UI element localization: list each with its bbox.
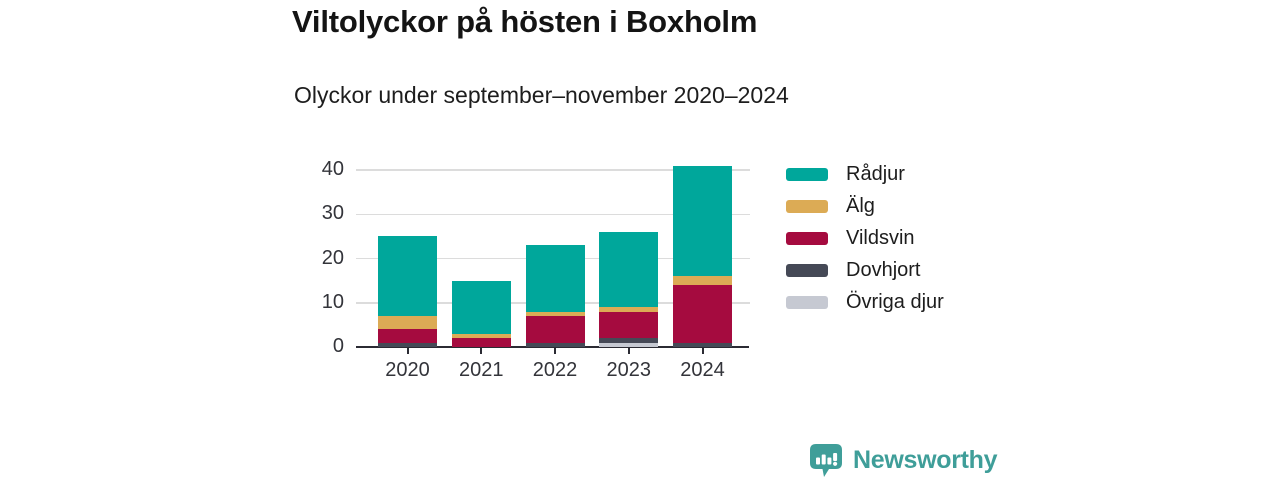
bar-segment-2021	[451, 280, 511, 334]
legend-swatch	[786, 295, 828, 309]
x-axis-tick	[406, 348, 409, 355]
x-axis-tick	[701, 348, 704, 355]
y-axis-label: 30	[321, 202, 344, 225]
y-axis-label: 20	[321, 246, 344, 269]
bar-segment-2023	[599, 231, 659, 308]
legend-item: Älg	[786, 190, 944, 222]
newsworthy-logo-icon	[808, 442, 844, 479]
x-axis-tick	[554, 348, 556, 355]
legend-swatch	[786, 167, 828, 181]
bar-segment-2023	[599, 307, 659, 312]
legend-swatch	[786, 199, 828, 213]
bar-segment-2021	[451, 338, 511, 347]
x-axis-tick	[627, 348, 630, 355]
legend-item: Rådjur	[786, 158, 944, 190]
legend-item: Övriga djur	[786, 286, 944, 318]
bar-segment-2020	[378, 316, 437, 330]
chart-subtitle: Olyckor under september–november 2020–20…	[294, 82, 789, 108]
bar-segment-2023	[599, 311, 659, 339]
legend-label: Vildsvin	[846, 226, 915, 249]
brand-logo[interactable]: Newsworthy	[808, 442, 998, 479]
bar-segment-2024	[673, 285, 732, 343]
bar-segment-2022	[525, 245, 585, 312]
legend-label: Övriga djur	[846, 290, 944, 313]
bar-segment-2023	[599, 338, 659, 343]
legend-swatch	[786, 263, 828, 277]
legend-label: Dovhjort	[846, 258, 921, 281]
gridline-y30	[356, 213, 750, 215]
x-axis-label: 2024	[680, 359, 725, 381]
legend-label: Rådjur	[846, 162, 905, 185]
brand-name: Newsworthy	[853, 446, 998, 474]
bar-segment-2022	[525, 311, 585, 317]
x-axis-label: 2020	[385, 359, 430, 381]
gridline-y40	[356, 169, 750, 171]
bar-segment-2020	[378, 329, 437, 343]
bar-segment-2024	[673, 165, 732, 277]
bar-segment-2023	[599, 342, 659, 347]
bar-segment-2021	[451, 333, 511, 339]
x-axis-label: 2022	[532, 359, 578, 381]
legend-swatch	[786, 231, 828, 245]
x-axis-tick	[480, 348, 483, 355]
bar-segment-2020	[378, 236, 437, 317]
bar-segment-2022	[525, 342, 585, 347]
legend: Rådjur Älg Vildsvin Dovhjort Övriga djur	[786, 158, 944, 318]
legend-item: Vildsvin	[786, 222, 944, 254]
legend-item: Dovhjort	[786, 254, 944, 286]
x-axis-label: 2023	[606, 359, 652, 381]
legend-label: Älg	[846, 194, 875, 217]
bar-segment-2024	[673, 276, 732, 286]
chart-title: Viltolyckor på hösten i Boxholm	[292, 4, 758, 39]
bar-segment-2024	[673, 342, 732, 347]
x-axis-label: 2021	[459, 359, 504, 381]
y-axis-label: 10	[321, 290, 344, 313]
x-axis-line	[356, 345, 749, 349]
y-axis-label: 0	[332, 335, 344, 357]
bar-segment-2022	[525, 316, 585, 343]
bar-segment-2020	[378, 342, 437, 347]
y-axis-label: 40	[321, 158, 344, 180]
